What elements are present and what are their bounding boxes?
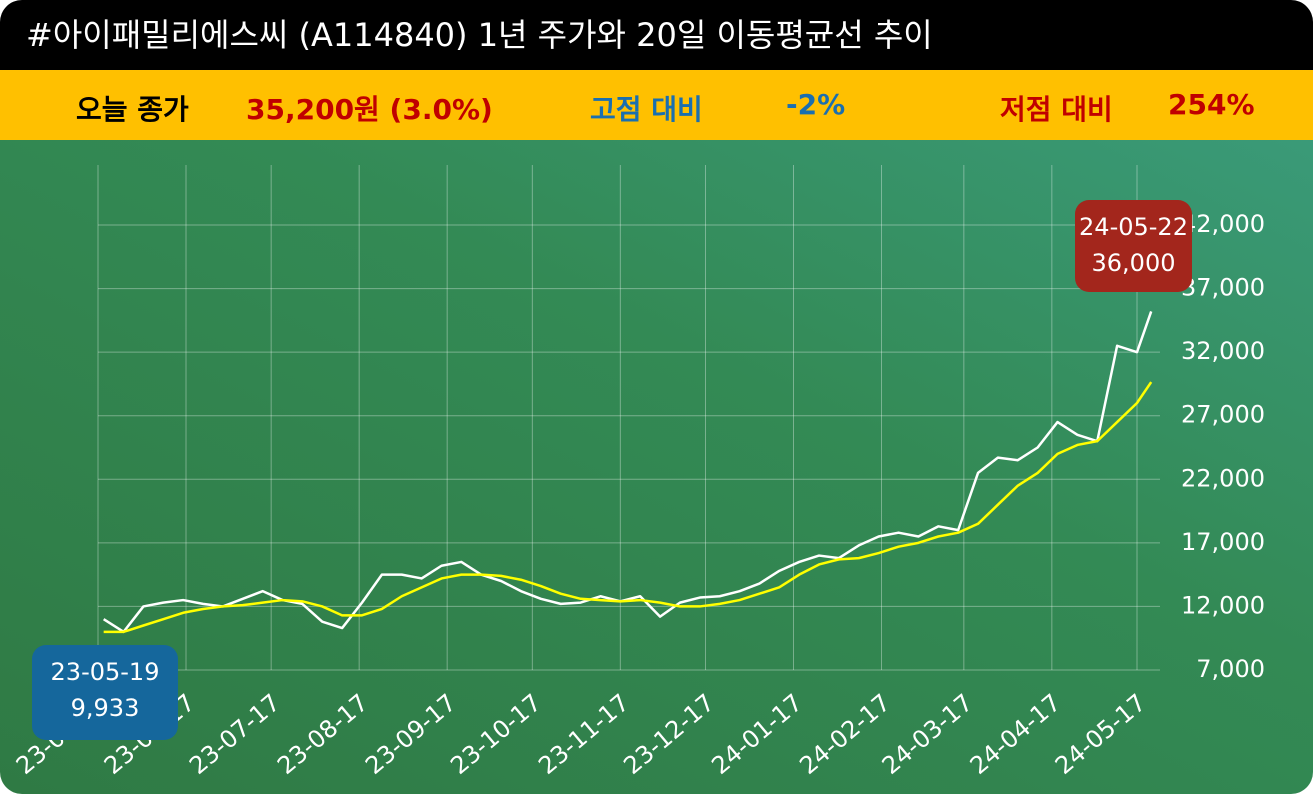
close-value: 35,200원 (3.0%) (246, 93, 493, 126)
annotation-value: 9,933 (71, 694, 140, 722)
y-tick-label: 42,000 (1181, 210, 1265, 238)
low-value: 254% (1168, 88, 1255, 121)
annotation-box (1075, 200, 1192, 292)
chart: 7,000 12,000 17,000 22,000 27,000 32,000 37,00… (0, 140, 1313, 794)
title: #아이패밀리에스씨 (A114840) 1년 주가와 20일 이동평균선 추이 (0, 0, 1313, 70)
annotation-date: 23-05-19 (51, 658, 160, 686)
y-tick-label: 17,000 (1181, 528, 1265, 556)
high-value: -2% (786, 88, 846, 121)
y-tick-label: 27,000 (1181, 401, 1265, 429)
line-series (103, 381, 1153, 634)
annotation-box (32, 645, 178, 740)
low-label: 저점 대비 (1000, 93, 1113, 126)
y-tick-label: 7,000 (1196, 655, 1265, 683)
y-tick-label: 37,000 (1181, 274, 1265, 302)
summary-bar: 오늘 종가 35,200원 (3.0%) 고점 대비 -2% 저점 대비 254… (0, 70, 1313, 140)
y-tick-label: 12,000 (1181, 591, 1265, 619)
close-label: 오늘 종가 (76, 93, 189, 126)
line-series (103, 311, 1153, 634)
annotation-date: 24-05-22 (1079, 213, 1188, 241)
y-tick-label: 22,000 (1181, 464, 1265, 492)
annotation-value: 36,000 (1092, 249, 1176, 277)
y-tick-label: 32,000 (1181, 337, 1265, 365)
high-label: 고점 대비 (590, 93, 703, 126)
